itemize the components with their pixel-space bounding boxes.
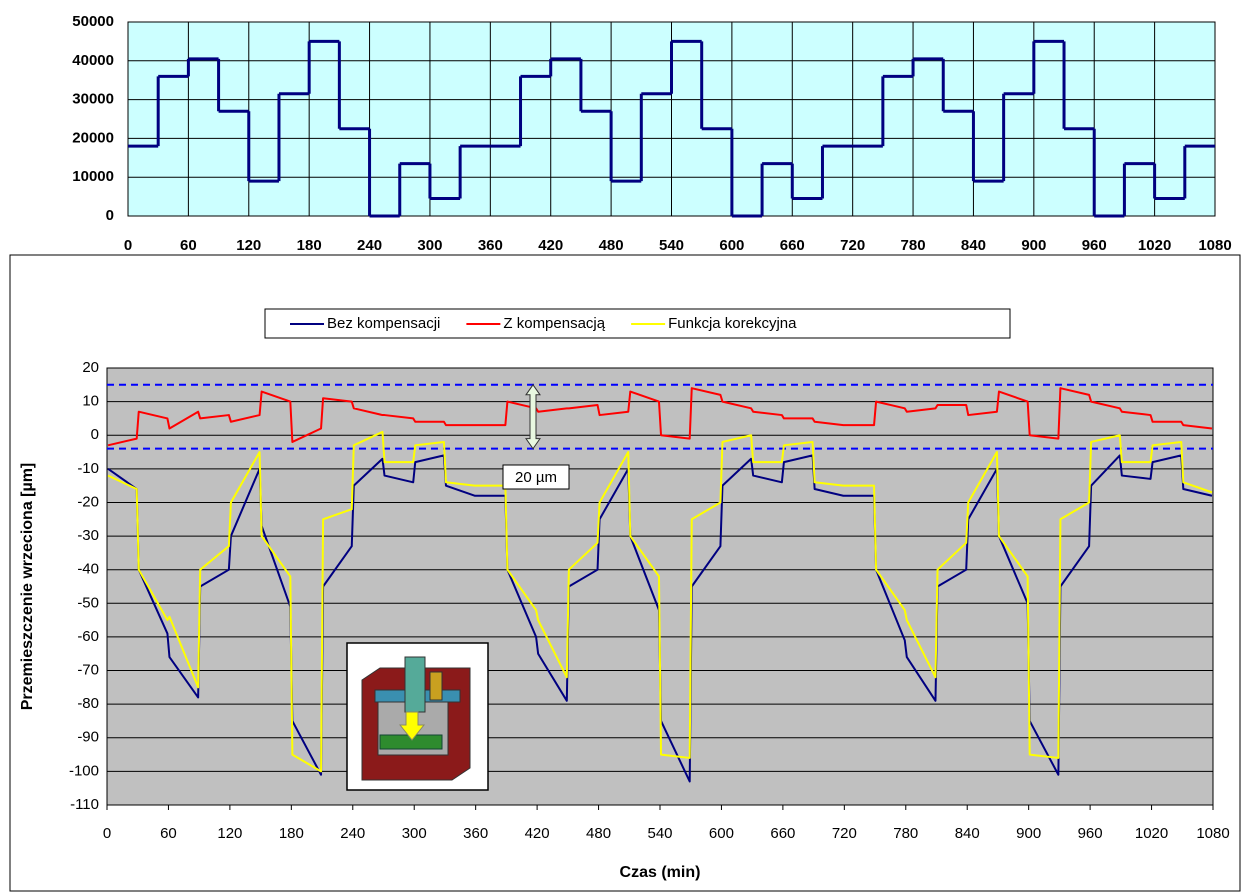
x-tick-label: 780 xyxy=(901,237,926,254)
x-tick-label: 480 xyxy=(599,237,624,254)
legend-label: Funkcja korekcyjna xyxy=(668,315,797,332)
x-tick-label: 60 xyxy=(180,237,197,254)
y-tick-label: 20000 xyxy=(72,129,114,146)
x-tick-label: 180 xyxy=(279,825,304,842)
x-tick-label: 960 xyxy=(1078,825,1103,842)
x-tick-label: 120 xyxy=(217,825,242,842)
x-tick-label: 180 xyxy=(297,237,322,254)
y-axis-label: Przemieszczenie wrzeciona [µm] xyxy=(19,463,36,711)
y-tick-label: -40 xyxy=(77,561,99,578)
x-tick-label: 720 xyxy=(840,237,865,254)
y-tick-label: -80 xyxy=(77,695,99,712)
y-tick-label: -60 xyxy=(77,628,99,645)
machine-part xyxy=(430,672,442,700)
y-tick-label: -110 xyxy=(70,796,99,813)
x-tick-label: 600 xyxy=(719,237,744,254)
x-tick-label: 120 xyxy=(236,237,261,254)
x-tick-label: 1020 xyxy=(1135,825,1168,842)
y-tick-label: 0 xyxy=(91,426,99,443)
x-tick-label: 300 xyxy=(402,825,427,842)
page: 0100002000030000400005000006012018024030… xyxy=(0,0,1247,896)
x-tick-label: 420 xyxy=(525,825,550,842)
y-tick-label: -100 xyxy=(69,762,99,779)
x-tick-label: 60 xyxy=(160,825,177,842)
x-tick-label: 780 xyxy=(893,825,918,842)
y-tick-label: -30 xyxy=(77,527,99,544)
speed-chart: 0 10000 20000 30000 40000 50000 0 60 120 180 240 30… xyxy=(72,13,1231,254)
x-tick-label: 0 xyxy=(103,825,111,842)
x-tick-label: 300 xyxy=(417,237,442,254)
y-tick-label: 30000 xyxy=(72,91,114,108)
x-tick-label: 420 xyxy=(538,237,563,254)
x-tick-label: 900 xyxy=(1021,237,1046,254)
x-tick-label: 840 xyxy=(961,237,986,254)
legend-label: Bez kompensacji xyxy=(327,315,440,332)
x-tick-label: 660 xyxy=(770,825,795,842)
x-tick-label: 840 xyxy=(955,825,980,842)
legend: Bez kompensacji Z kompensacją Funkcja kore… xyxy=(265,309,1010,338)
x-tick-label: 240 xyxy=(357,237,382,254)
x-tick-label: 720 xyxy=(832,825,857,842)
legend-label: Z kompensacją xyxy=(503,315,605,332)
x-tick-label: 1080 xyxy=(1196,825,1229,842)
y-tick-label: 0 xyxy=(106,207,114,224)
machine-inset xyxy=(347,643,488,790)
y-tick-label: 40000 xyxy=(72,52,114,69)
x-tick-label: 0 xyxy=(124,237,132,254)
x-tick-label: 240 xyxy=(340,825,365,842)
y-tick-label: 50000 xyxy=(72,13,114,30)
x-tick-label: 540 xyxy=(647,825,672,842)
x-tick-label: 540 xyxy=(659,237,684,254)
annotation: 20 µm xyxy=(515,469,557,486)
y-tick-label: -70 xyxy=(77,662,99,679)
x-tick-label: 480 xyxy=(586,825,611,842)
y-tick-label: -20 xyxy=(77,493,99,510)
x-tick-label: 600 xyxy=(709,825,734,842)
y-tick-label: 10 xyxy=(82,393,99,410)
x-axis-label: Czas (min) xyxy=(620,864,701,881)
x-tick-label: 360 xyxy=(463,825,488,842)
y-tick-label: 20 xyxy=(82,359,99,376)
x-tick-label: 660 xyxy=(780,237,805,254)
x-tick-label: 960 xyxy=(1082,237,1107,254)
y-tick-label: -10 xyxy=(77,460,99,477)
x-tick-label: 360 xyxy=(478,237,503,254)
x-tick-label: 900 xyxy=(1016,825,1041,842)
machine-spindle xyxy=(405,657,425,712)
y-tick-label: -50 xyxy=(77,594,99,611)
y-tick-label: -90 xyxy=(77,729,99,746)
displacement-chart: -110-100-90-80-70-60-50-40-30-20-1001020… xyxy=(19,309,1229,881)
x-tick-label: 1080 xyxy=(1198,237,1231,254)
x-tick-label: 1020 xyxy=(1138,237,1171,254)
y-tick-label: 10000 xyxy=(72,168,114,185)
